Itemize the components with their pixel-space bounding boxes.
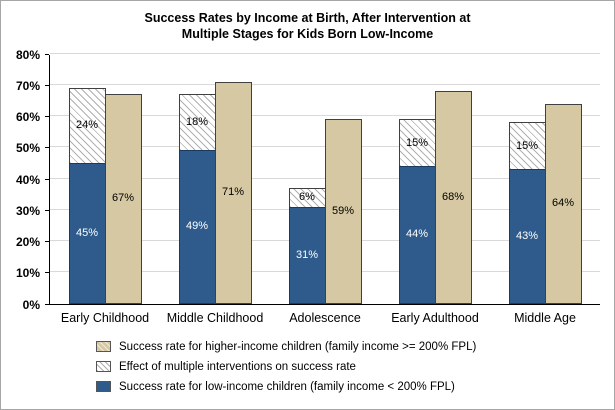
bar-value-label: 24%: [75, 119, 99, 132]
higher-income-bar: 64%: [544, 103, 582, 304]
y-tick-mark: [45, 116, 49, 117]
category-label: Adolescence: [289, 310, 361, 325]
y-tick-mark: [45, 303, 49, 305]
y-tick-label: 30%: [15, 203, 40, 218]
y-tick-label: 10%: [15, 266, 40, 281]
legend-label-low-income: Success rate for low-income children (fa…: [119, 380, 455, 393]
stacked-bar: 6% 31%: [288, 187, 326, 304]
bar-value-label: 15%: [405, 136, 429, 149]
bar-value-label: 71%: [221, 186, 245, 199]
legend-item-intervention-effect: Effect of multiple interventions on succ…: [96, 361, 614, 373]
category-label: Middle Childhood: [166, 310, 264, 325]
low-income-segment: 49%: [178, 150, 216, 304]
bar-value-label: 68%: [441, 190, 465, 203]
y-axis: 0% 10% 20% 30% 40% 50% 60% 70% 80%: [1, 48, 49, 312]
low-income-segment: 31%: [288, 206, 326, 304]
gridline: [50, 52, 600, 54]
plot-row: 0% 10% 20% 30% 40% 50% 60% 70% 80% 24% 45% 67% Earl…: [1, 48, 600, 325]
bar-value-label: 18%: [185, 116, 209, 129]
intervention-effect-segment: 6%: [288, 187, 326, 207]
higher-income-swatch-icon: [96, 341, 111, 352]
category-label: Early Childhood: [60, 310, 150, 325]
gridline: [50, 83, 600, 85]
y-tick-label: 40%: [15, 172, 40, 187]
y-tick-label: 20%: [15, 235, 40, 249]
plot-area: 24% 45% 67% Early Childhood 18% 49% 71% Middle …: [49, 52, 600, 325]
higher-income-bar: 71%: [214, 81, 252, 304]
higher-income-bar: 67%: [104, 94, 142, 304]
intervention-effect-swatch-icon: [96, 361, 111, 372]
low-income-segment: 43%: [508, 169, 546, 304]
higher-income-bar: 59%: [324, 119, 362, 304]
legend-label-intervention-effect: Effect of multiple interventions on succ…: [119, 360, 356, 373]
bar-value-label: 44%: [405, 228, 429, 241]
legend-item-higher-income: Success rate for higher-income children …: [96, 341, 614, 353]
bar-value-label: 59%: [331, 204, 355, 217]
stacked-bar: 24% 45%: [68, 87, 106, 304]
bar-value-label: 43%: [515, 229, 539, 242]
y-tick-label: 80%: [15, 47, 40, 62]
y-tick-mark: [45, 147, 49, 149]
bar-value-label: 45%: [75, 226, 99, 239]
y-tick-mark: [45, 209, 49, 211]
y-tick-mark: [45, 272, 49, 274]
y-tick-mark: [45, 53, 49, 55]
low-income-swatch-icon: [96, 381, 111, 392]
chart-title: Success Rates by Income at Birth, After …: [144, 11, 471, 42]
intervention-effect-segment: 18%: [178, 94, 216, 151]
bar-group-early-childhood: 24% 45% 67% Early Childhood: [61, 87, 149, 325]
bar-group-early-adulthood: 15% 44% 68% Early Adulthood: [391, 91, 479, 325]
bar-value-label: 31%: [295, 248, 319, 261]
low-income-segment: 45%: [68, 162, 106, 304]
y-tick-label: 50%: [15, 141, 40, 156]
category-label: Early Adulthood: [391, 310, 479, 325]
bar-value-label: 49%: [185, 220, 209, 233]
intervention-effect-segment: 15%: [398, 119, 436, 166]
bar-value-label: 6%: [299, 191, 315, 204]
bar-group-middle-age: 15% 43% 64% Middle Age: [508, 103, 582, 325]
y-tick-label: 70%: [15, 78, 40, 93]
stacked-bar: 15% 44%: [398, 119, 436, 304]
intervention-effect-segment: 15%: [508, 122, 546, 170]
intervention-effect-segment: 24%: [68, 87, 106, 163]
y-tick-label: 60%: [15, 110, 40, 124]
bar-value-label: 67%: [111, 192, 135, 205]
stacked-bar: 18% 49%: [178, 94, 216, 304]
stacked-bar: 15% 43%: [508, 122, 546, 304]
y-tick-mark: [45, 241, 49, 242]
y-tick-label: 0%: [22, 297, 40, 312]
y-tick-mark: [45, 84, 49, 86]
low-income-segment: 44%: [398, 166, 436, 304]
legend-label-higher-income: Success rate for higher-income children …: [119, 340, 477, 353]
bar-group-adolescence: 6% 31% 59% Adolescence: [288, 119, 362, 325]
legend: Success rate for higher-income children …: [96, 341, 614, 393]
bar-value-label: 15%: [515, 139, 539, 152]
higher-income-bar: 68%: [434, 91, 472, 304]
category-label: Middle Age: [514, 310, 576, 325]
y-tick-mark: [45, 178, 49, 180]
bar-value-label: 64%: [551, 197, 575, 209]
gridline: [50, 115, 600, 116]
legend-item-low-income: Success rate for low-income children (fa…: [96, 381, 614, 393]
bar-group-middle-childhood: 18% 49% 71% Middle Childhood: [167, 81, 263, 325]
